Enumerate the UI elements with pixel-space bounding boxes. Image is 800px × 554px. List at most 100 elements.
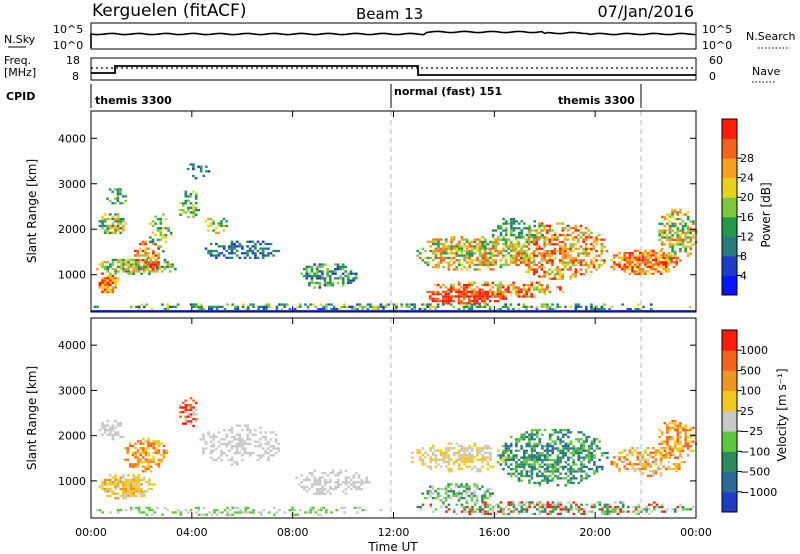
range-gate-cell xyxy=(234,511,237,514)
range-gate-cell xyxy=(442,290,445,293)
range-gate-cell xyxy=(109,277,112,280)
range-gate-cell xyxy=(621,505,625,509)
range-gate-cell xyxy=(507,238,511,241)
range-gate-cell xyxy=(491,268,495,271)
range-gate-cell xyxy=(215,256,218,259)
range-gate-cell xyxy=(488,283,492,287)
range-gate-cell xyxy=(159,217,163,221)
range-gate-cell xyxy=(639,458,642,461)
range-gate-cell xyxy=(129,270,133,273)
range-gate-cell xyxy=(679,424,682,427)
range-gate-cell xyxy=(144,458,148,461)
range-gate-cell xyxy=(483,297,487,300)
range-gate-cell xyxy=(551,263,554,267)
range-gate-cell xyxy=(332,308,336,311)
range-gate-cell xyxy=(519,256,523,260)
range-gate-cell xyxy=(439,286,443,289)
range-gate-cell xyxy=(272,431,275,434)
range-gate-cell xyxy=(509,468,513,471)
range-gate-cell xyxy=(194,417,198,421)
range-gate-cell xyxy=(230,245,234,248)
freq-tick-high: 18 xyxy=(66,54,80,67)
range-gate-cell xyxy=(248,240,252,243)
range-gate-cell xyxy=(150,513,154,516)
range-gate-cell xyxy=(103,261,107,264)
range-gate-cell xyxy=(310,277,314,280)
range-gate-cell xyxy=(636,463,639,466)
range-gate-cell xyxy=(218,511,221,514)
range-gate-cell xyxy=(352,277,355,280)
range-gate-cell xyxy=(520,472,523,475)
range-gate-cell xyxy=(122,265,125,268)
range-gate-cell xyxy=(543,250,546,253)
range-gate-cell xyxy=(116,213,120,216)
range-gate-cell xyxy=(334,474,337,477)
range-gate-cell xyxy=(535,435,539,439)
range-gate-cell xyxy=(277,449,281,452)
range-gate-cell xyxy=(116,188,120,191)
range-gate-cell xyxy=(582,442,586,445)
range-gate-cell xyxy=(457,497,461,500)
range-gate-cell xyxy=(436,297,440,300)
range-gate-cell xyxy=(114,270,117,273)
range-gate-cell xyxy=(569,268,572,271)
range-gate-cell xyxy=(213,305,216,308)
range-gate-cell xyxy=(686,252,690,255)
range-gate-cell xyxy=(470,299,474,303)
range-gate-cell xyxy=(310,265,314,268)
range-gate-cell xyxy=(519,261,523,264)
range-gate-cell xyxy=(463,266,466,269)
range-gate-cell xyxy=(220,458,223,462)
range-gate-cell xyxy=(541,503,544,506)
range-gate-cell xyxy=(336,478,340,482)
range-gate-cell xyxy=(103,213,107,216)
range-gate-cell xyxy=(533,481,536,485)
range-gate-cell xyxy=(162,213,165,216)
range-gate-cell xyxy=(556,236,559,239)
range-gate-cell xyxy=(439,454,443,457)
range-gate-cell xyxy=(269,449,273,452)
range-gate-cell xyxy=(132,268,136,271)
power-colorbar-tick: 24 xyxy=(740,172,754,185)
range-gate-cell xyxy=(473,444,477,448)
range-gate-cell xyxy=(133,254,137,257)
range-gate-cell xyxy=(449,497,453,500)
range-gate-cell xyxy=(171,511,175,514)
range-gate-cell xyxy=(486,252,490,255)
range-gate-cell xyxy=(256,440,260,443)
range-gate-cell xyxy=(554,447,557,450)
range-gate-cell xyxy=(261,249,265,253)
range-gate-cell xyxy=(241,442,244,446)
range-gate-cell xyxy=(96,509,99,512)
range-gate-cell xyxy=(429,290,432,294)
range-gate-cell xyxy=(546,465,549,468)
range-gate-cell xyxy=(621,303,624,306)
range-gate-cell xyxy=(137,481,141,484)
range-gate-cell xyxy=(340,305,344,308)
range-gate-cell xyxy=(468,261,471,264)
range-gate-cell xyxy=(269,242,273,246)
range-gate-cell xyxy=(116,265,120,268)
range-gate-cell xyxy=(382,305,385,308)
range-gate-cell xyxy=(452,510,456,513)
range-gate-cell xyxy=(551,468,555,471)
range-gate-cell xyxy=(512,456,516,459)
range-gate-cell xyxy=(140,272,143,275)
colorbar-swatch xyxy=(722,158,737,179)
range-gate-cell xyxy=(387,303,390,306)
range-gate-cell xyxy=(668,215,672,218)
range-gate-cell xyxy=(569,243,572,246)
range-gate-cell xyxy=(431,290,435,294)
range-gate-cell xyxy=(157,449,161,452)
range-gate-cell xyxy=(662,456,665,459)
range-gate-cell xyxy=(579,305,583,308)
range-gate-cell xyxy=(481,454,484,457)
range-gate-cell xyxy=(679,435,682,439)
range-gate-cell xyxy=(318,488,322,491)
range-gate-cell xyxy=(101,224,104,228)
range-gate-cell xyxy=(553,252,557,255)
range-gate-cell xyxy=(137,270,141,273)
range-gate-cell xyxy=(668,456,672,459)
range-gate-cell xyxy=(569,442,573,445)
range-gate-cell xyxy=(486,293,489,296)
